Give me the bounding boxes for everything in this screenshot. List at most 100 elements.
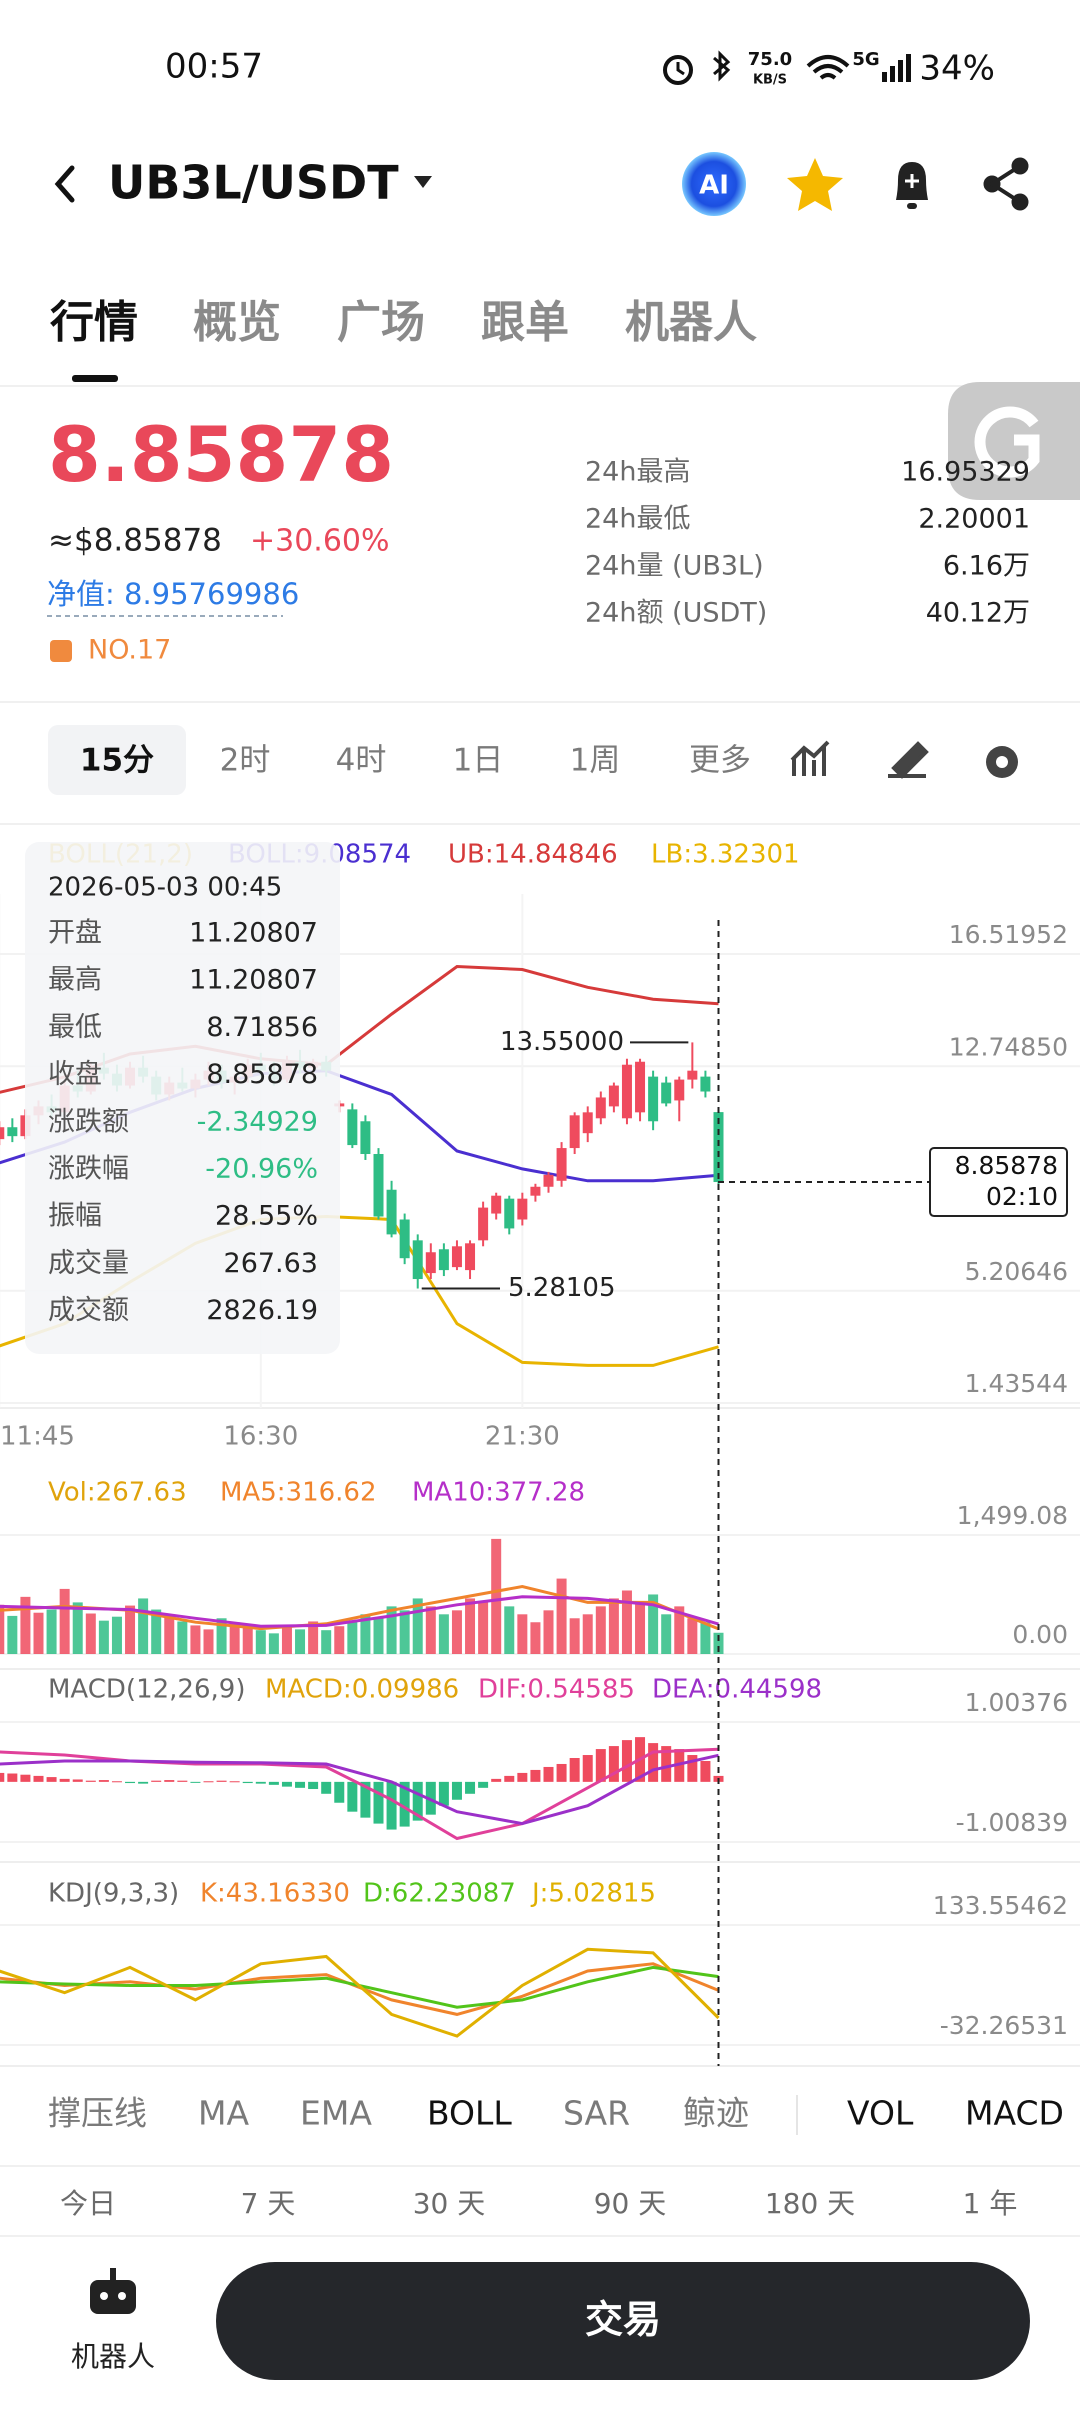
bar — [308, 1621, 319, 1654]
candle-body — [399, 1219, 410, 1259]
tooltip-box — [25, 842, 340, 1354]
pair-dropdown[interactable] — [414, 176, 432, 188]
candle-body — [569, 1115, 580, 1149]
bar — [399, 1610, 410, 1654]
interval[interactable]: 2时 — [220, 743, 271, 779]
indicator-option[interactable]: MA — [198, 2094, 249, 2133]
nav-value[interactable]: 净值: 8.95769986 — [47, 577, 299, 611]
bar — [72, 1779, 83, 1782]
stat-label: 24h量 (UB3L) — [585, 551, 764, 582]
bar — [72, 1602, 83, 1654]
tooltip-label: 开盘 — [48, 918, 102, 949]
bar — [478, 1781, 489, 1788]
robot-label[interactable]: 机器人 — [71, 2340, 155, 2373]
favorite-star[interactable] — [787, 158, 843, 211]
bar — [46, 1609, 57, 1654]
bar — [608, 1598, 619, 1654]
bar — [255, 1781, 266, 1784]
tab[interactable]: 概览 — [193, 297, 281, 348]
candle-body — [674, 1079, 685, 1101]
ai-label[interactable]: AI — [699, 171, 729, 201]
bar — [530, 1769, 541, 1782]
bar — [281, 1781, 292, 1787]
trade-label[interactable]: 交易 — [585, 2298, 661, 2342]
bar — [151, 1780, 162, 1782]
indicator-option[interactable]: 撑压线 — [48, 2094, 147, 2133]
range-option[interactable]: 30 天 — [413, 2187, 486, 2220]
range-option[interactable]: 180 天 — [765, 2187, 855, 2220]
bar — [595, 1606, 606, 1654]
candle-body — [451, 1246, 462, 1268]
tooltip-value: 267.63 — [224, 1248, 318, 1279]
tooltip-label: 收盘 — [48, 1059, 102, 1090]
tab[interactable]: 广场 — [337, 297, 425, 348]
candle-body — [556, 1148, 567, 1181]
alert-bell[interactable] — [896, 162, 928, 209]
bar — [412, 1781, 423, 1821]
interval[interactable]: 1周 — [570, 743, 621, 779]
interval[interactable]: 1日 — [453, 743, 504, 779]
bar — [674, 1606, 685, 1654]
legend-item: MACD(12,26,9) — [48, 1675, 245, 1705]
price-tag-box — [929, 1147, 1068, 1218]
bar — [451, 1781, 462, 1800]
bar — [151, 1609, 162, 1654]
tooltip-label: 最高 — [48, 965, 102, 996]
bar — [242, 1625, 253, 1654]
candle-body — [687, 1070, 698, 1080]
range-option[interactable]: 7 天 — [241, 2187, 296, 2220]
pair-title[interactable]: UB3L/USDT — [108, 156, 399, 210]
bar — [46, 1777, 57, 1782]
trade-button[interactable] — [216, 2262, 1030, 2380]
bar — [425, 1606, 436, 1654]
range-option[interactable]: 1 年 — [963, 2187, 1018, 2220]
tooltip-label: 涨跌幅 — [48, 1154, 129, 1185]
indicator-option[interactable]: VOL — [847, 2094, 914, 2133]
chart-tools[interactable] — [790, 740, 1018, 779]
bar — [595, 1749, 606, 1782]
indicator-option[interactable]: SAR — [563, 2094, 630, 2133]
indicator-option[interactable]: MACD — [965, 2094, 1064, 2133]
gate-badge[interactable] — [948, 382, 1080, 500]
legend-item: K:43.16330 — [200, 1879, 350, 1909]
usd-price: ≈$8.85878 — [48, 523, 222, 559]
interval[interactable]: 4时 — [336, 743, 387, 779]
interval-active-bg — [48, 725, 186, 795]
back-button[interactable] — [54, 165, 75, 203]
bar — [491, 1778, 502, 1782]
candle-body — [530, 1186, 541, 1196]
network-type: 5G — [852, 49, 879, 70]
interval[interactable]: 15分 — [80, 743, 154, 779]
bar — [177, 1780, 188, 1782]
legend-item: MA10:377.28 — [412, 1478, 585, 1508]
bar — [360, 1614, 371, 1654]
tab[interactable]: 行情 — [50, 297, 138, 348]
range-option[interactable]: 90 天 — [594, 2187, 667, 2220]
robot-icon[interactable] — [90, 2268, 136, 2314]
bar — [125, 1605, 136, 1654]
indicator-option[interactable]: 鲸迹 — [683, 2094, 749, 2133]
interval[interactable]: 更多 — [689, 743, 751, 779]
bar — [700, 1760, 711, 1782]
bar — [216, 1780, 227, 1782]
rank: NO.17 — [88, 635, 171, 666]
bar — [569, 1618, 580, 1654]
tooltip-date: 2026-05-03 00:45 — [48, 873, 282, 903]
x-tick-label: 11:45 — [0, 1422, 75, 1452]
indicator-option[interactable]: EMA — [300, 2094, 372, 2133]
bar — [0, 1604, 5, 1654]
bar — [308, 1781, 319, 1790]
bar — [360, 1781, 371, 1818]
tab[interactable]: 机器人 — [625, 297, 757, 348]
stat-value: 2.20001 — [918, 504, 1030, 535]
candle-body — [491, 1195, 502, 1214]
candle-body — [543, 1174, 554, 1187]
indicator-option[interactable]: BOLL — [427, 2094, 512, 2133]
ai-button[interactable] — [682, 152, 746, 216]
tab[interactable]: 跟单 — [481, 297, 569, 348]
share-button[interactable] — [983, 157, 1029, 211]
range-option[interactable]: 今日 — [60, 2187, 116, 2220]
bar — [661, 1614, 672, 1654]
bar — [85, 1613, 96, 1654]
